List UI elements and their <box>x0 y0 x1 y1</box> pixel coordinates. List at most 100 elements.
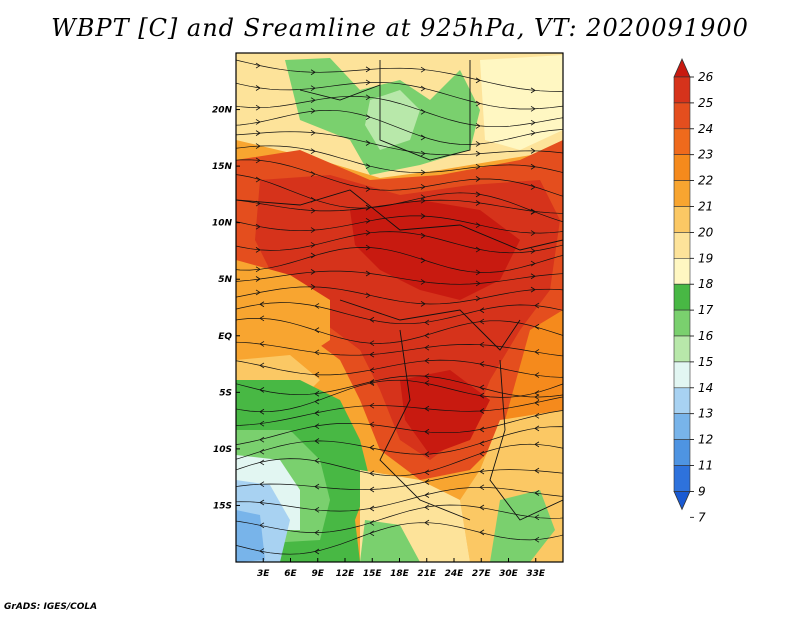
x-tick-label: 33E <box>526 569 546 579</box>
streamline <box>236 174 563 223</box>
colorbar-box <box>673 283 691 311</box>
streamline-arrow <box>420 85 426 92</box>
streamline-arrow <box>314 303 320 309</box>
streamline-arrow <box>255 247 261 253</box>
streamline-arrow <box>534 514 540 521</box>
x-tick-label: 3E <box>257 569 270 579</box>
streamline-arrow <box>314 371 320 378</box>
streamline-arrow <box>369 351 375 358</box>
streamline-arrow <box>255 157 261 164</box>
colorbar-label: 9 <box>698 484 706 498</box>
streamline-arrow <box>475 191 481 198</box>
streamline-arrow <box>310 207 316 214</box>
streamline <box>236 359 563 378</box>
y-tick-label: 5N <box>218 275 232 285</box>
streamline <box>236 145 563 173</box>
streamline-arrow <box>420 66 426 73</box>
streamline-arrow <box>530 248 536 254</box>
map-plot: 3E 6E 9E 12E 15E 18E 21E 24E 27E 30E 33E 20N 15N 10N… <box>212 52 564 579</box>
streamline-arrow <box>534 467 540 474</box>
streamline-arrow <box>530 105 536 112</box>
colorbar-box <box>673 180 691 207</box>
streamline-arrow <box>479 450 485 457</box>
colorbar-box <box>673 309 691 337</box>
streamline-arrow <box>314 529 320 536</box>
streamline-arrow <box>475 141 481 147</box>
streamline <box>236 247 563 273</box>
streamline <box>236 426 563 460</box>
streamline-arrow <box>424 492 430 498</box>
streamline <box>236 443 563 477</box>
streamline-arrow <box>479 392 485 399</box>
streamline-arrow <box>259 362 265 369</box>
north-light-green <box>365 90 420 150</box>
streamline-arrow <box>534 536 540 543</box>
streamline-arrow <box>530 163 536 170</box>
streamline <box>236 317 563 344</box>
streamline <box>236 95 563 128</box>
streamline-arrow <box>255 289 261 296</box>
streamline-arrow <box>534 349 540 355</box>
streamline-arrow <box>424 469 430 476</box>
colorbar-label: 20 <box>698 225 714 239</box>
streamline-arrow <box>255 143 261 149</box>
border-line <box>379 60 471 161</box>
chart-title: WBPT [C] and Sreamline at 925hPa, VT: 20… <box>51 14 749 42</box>
colorbar-boxes <box>673 58 691 511</box>
streamline-arrow <box>314 349 320 356</box>
streamline <box>236 486 563 512</box>
colorbar-label: 19 <box>698 251 713 265</box>
streamline-arrow <box>530 148 536 154</box>
streamline-arrow <box>310 171 316 177</box>
streamline-arrow <box>314 438 320 444</box>
streamline <box>236 302 563 325</box>
streamline-arrow <box>530 273 536 280</box>
streamline-arrow <box>475 150 481 157</box>
streamline-arrow <box>420 150 426 157</box>
streamline-arrow <box>259 481 265 488</box>
streamline-arrow <box>479 484 485 491</box>
streamline-arrow <box>534 323 540 330</box>
streamline-arrow <box>369 316 375 323</box>
streamline-arrow <box>479 384 485 391</box>
streamline-arrow <box>369 486 375 493</box>
x-axis: 3E 6E 9E 12E 15E 18E 21E 24E 27E 30E 33E <box>257 558 546 579</box>
streamline-arrow <box>310 269 316 275</box>
colorbar-box <box>673 387 691 414</box>
streamline-arrow <box>369 421 375 428</box>
streamline-arrow <box>365 217 371 224</box>
colorbar-label: 12 <box>698 433 713 447</box>
streamline <box>236 522 563 555</box>
streamline-arrow <box>314 483 320 490</box>
streamline-arrow <box>259 341 265 347</box>
colorbar-label: 14 <box>698 381 713 395</box>
streamline-arrow <box>369 470 375 477</box>
streamline-arrow <box>530 130 536 136</box>
streamline-arrow <box>310 284 316 290</box>
streamline-arrow <box>424 332 430 339</box>
border-line <box>299 84 381 101</box>
streamline-arrow <box>255 119 261 125</box>
streamline-arrow <box>259 459 265 466</box>
colorbar-box <box>673 258 691 285</box>
streamline-arrow <box>310 252 316 259</box>
streamline-arrow <box>424 451 430 458</box>
streamline-arrow <box>534 302 540 309</box>
streamline-arrow <box>530 260 536 267</box>
streamline-arrow <box>420 213 426 219</box>
streamline <box>236 270 563 285</box>
streamline <box>236 341 563 357</box>
streamline-arrow <box>310 242 316 248</box>
streamline-arrow <box>420 183 426 190</box>
x-tick-label: 24E <box>445 569 465 579</box>
streamline <box>236 396 563 426</box>
streamline-arrow <box>534 400 540 406</box>
streamline <box>236 199 563 214</box>
streamline-arrow <box>420 197 426 204</box>
streamline-arrow <box>420 232 426 239</box>
colorbar-label: 13 <box>698 407 713 421</box>
streamline-arrow <box>310 227 316 233</box>
streamline-arrow <box>255 176 261 183</box>
streamline-arrow <box>365 292 371 299</box>
streamline <box>236 410 563 445</box>
